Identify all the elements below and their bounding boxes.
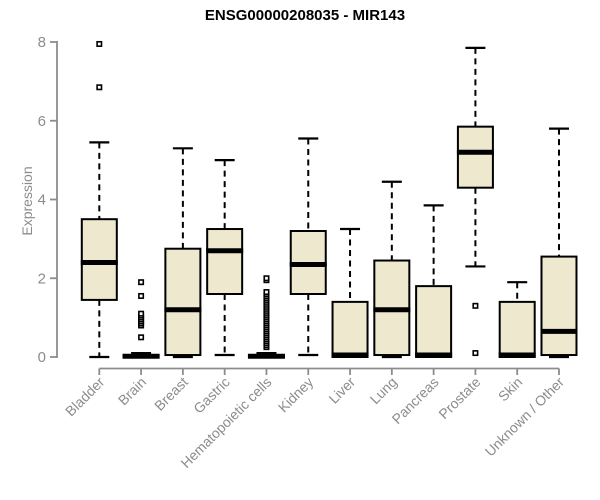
- outlier-marker: [138, 292, 145, 299]
- box-rect: [206, 228, 244, 295]
- outlier-marker: [263, 289, 270, 296]
- box-group-bladder: [80, 40, 118, 359]
- box-group-hematopoietic-cells: [247, 275, 285, 359]
- y-tick-label: 2: [38, 270, 46, 287]
- x-tick-label-breast: Breast: [151, 374, 191, 414]
- box-group-pancreas: [415, 204, 453, 358]
- box-rect: [331, 300, 369, 358]
- y-tick-label: 8: [38, 34, 46, 51]
- box-group-unknown-other: [540, 127, 578, 359]
- box-rect: [456, 125, 494, 189]
- box-rect: [540, 255, 578, 357]
- chart-title: ENSG00000208035 - MIR143: [204, 7, 406, 24]
- outlier-marker: [138, 310, 145, 317]
- box-group-lung: [373, 180, 411, 359]
- x-tick-label-lung: Lung: [367, 374, 400, 407]
- box-group-skin: [498, 281, 536, 358]
- x-tick-label-unknown-other: Unknown / Other: [482, 374, 568, 460]
- outlier-marker: [138, 334, 145, 341]
- box-group-breast: [164, 147, 202, 359]
- outlier-marker: [96, 84, 103, 91]
- y-tick-label: 4: [38, 192, 46, 209]
- box-rect: [164, 247, 202, 357]
- outlier-marker: [472, 302, 479, 309]
- outlier-marker: [472, 350, 479, 357]
- box-group-prostate: [456, 46, 494, 357]
- outlier-marker: [263, 275, 270, 282]
- box-group-gastric: [206, 159, 244, 357]
- y-tick-label: 6: [38, 113, 46, 130]
- outlier-marker: [138, 279, 145, 286]
- box-rect: [498, 300, 536, 358]
- box-group-brain: [122, 279, 160, 359]
- box-group-liver: [331, 227, 369, 358]
- y-tick-label: 0: [38, 349, 46, 366]
- x-tick-label-brain: Brain: [115, 374, 149, 408]
- x-tick-label-bladder: Bladder: [62, 374, 108, 420]
- x-tick-label-kidney: Kidney: [275, 374, 317, 416]
- x-tick-label-prostate: Prostate: [435, 374, 483, 422]
- outlier-marker: [96, 40, 103, 47]
- x-tick-label-liver: Liver: [325, 374, 358, 407]
- box-rect: [80, 218, 118, 301]
- box-group-kidney: [289, 137, 327, 357]
- box-rect: [415, 285, 453, 358]
- x-tick-label-skin: Skin: [495, 374, 526, 405]
